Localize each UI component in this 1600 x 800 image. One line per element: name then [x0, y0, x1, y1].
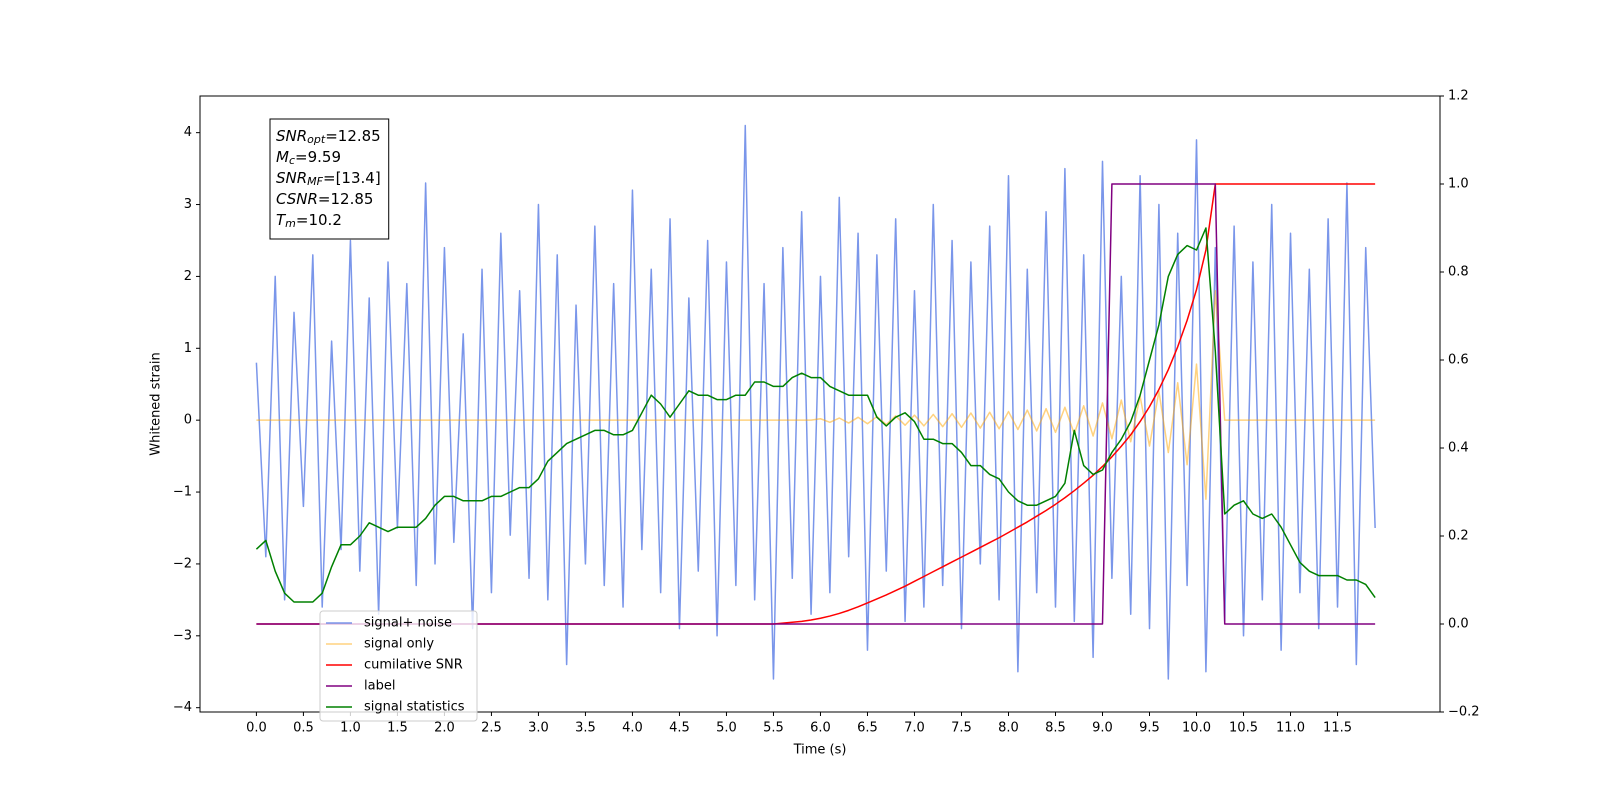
x-tick-label: 2.5	[481, 721, 502, 736]
x-tick-label: 2.0	[434, 721, 455, 736]
x-tick-label: 4.0	[622, 721, 643, 736]
x-tick-label: 3.5	[575, 721, 596, 736]
annotation-symbol: SNR	[276, 169, 307, 187]
y-tick-label: −2	[173, 556, 192, 571]
x-tick-label: 0.5	[293, 721, 314, 736]
y-tick-label: 4	[184, 125, 192, 140]
x-tick-label: 7.5	[951, 721, 972, 736]
y-tick-label: 2	[184, 269, 192, 284]
y-tick-label: −4	[173, 700, 192, 715]
y2-tick-label: 1.0	[1448, 177, 1469, 192]
annotation-box: SNRopt=12.85Mc=9.59SNRMF=[13.4]CSNR=12.8…	[269, 118, 390, 240]
annotation-symbol: M	[276, 148, 289, 166]
legend-frame	[319, 610, 478, 722]
series-line	[255, 124, 1376, 680]
y-tick-label: 3	[184, 197, 192, 212]
annotation-symbol: CSNR	[276, 190, 318, 208]
y2-tick-label: 1.2	[1448, 89, 1469, 104]
x-tick-label: 0.0	[246, 721, 267, 736]
annotation-symbol: T	[276, 211, 287, 229]
annotation-value: =[13.4]	[323, 169, 381, 187]
x-tick-label: 11.5	[1323, 721, 1352, 736]
series-line	[256, 290, 1376, 500]
x-tick-label: 7.0	[904, 721, 925, 736]
x-tick-label: 10.0	[1182, 721, 1211, 736]
y-tick-label: −1	[173, 485, 192, 500]
annotation-value: =12.85	[325, 127, 381, 145]
y-axis-label: Whitened strain	[149, 352, 164, 455]
y2-tick-label: 0.8	[1448, 265, 1469, 280]
annotation-line: Mc=9.59	[276, 148, 341, 168]
x-tick-label: 11.0	[1276, 721, 1305, 736]
x-tick-label: 6.0	[810, 721, 831, 736]
x-tick-label: 5.5	[763, 721, 784, 736]
y-tick-label: 1	[184, 341, 192, 356]
annotation-subscript: MF	[307, 175, 323, 188]
legend-label: label	[364, 679, 395, 694]
x-tick-label: 9.0	[1092, 721, 1113, 736]
x-tick-label: 3.0	[528, 721, 549, 736]
legend-label: cumilative SNR	[364, 658, 463, 673]
x-tick-label: 1.5	[387, 721, 408, 736]
x-tick-label: 5.0	[716, 721, 737, 736]
annotation-value: =9.59	[295, 148, 341, 166]
x-tick-label: 9.5	[1139, 721, 1160, 736]
annotation-subscript: opt	[307, 133, 326, 146]
annotation-subscript: m	[285, 217, 296, 230]
y2-tick-label: 0.0	[1448, 617, 1469, 632]
annotation-frame	[269, 118, 390, 240]
legend-label: signal only	[364, 637, 434, 652]
y2-tick-label: 0.2	[1448, 529, 1469, 544]
annotation-line: SNRopt=12.85	[276, 127, 381, 147]
annotation-line: Tm=10.2	[276, 211, 342, 231]
x-tick-label: 1.0	[340, 721, 361, 736]
x-tick-label: 8.0	[998, 721, 1019, 736]
annotation-subscript: c	[289, 154, 295, 167]
annotation-symbol: SNR	[276, 127, 307, 145]
annotation-value: =10.2	[296, 211, 342, 229]
x-tick-label: 6.5	[857, 721, 878, 736]
y2-tick-label: −0.2	[1448, 705, 1480, 720]
x-tick-label: 8.5	[1045, 721, 1066, 736]
annotation-line: CSNR=12.85	[276, 190, 373, 208]
y2-tick-label: 0.4	[1448, 441, 1469, 456]
x-tick-label: 4.5	[669, 721, 690, 736]
x-axis-label: Time (s)	[793, 743, 847, 758]
x-tick-label: 10.5	[1229, 721, 1258, 736]
legend: signal+ noise signal only cumilative SNR la…	[319, 610, 478, 722]
annotation-value: =12.85	[318, 190, 374, 208]
y-tick-label: 0	[184, 413, 192, 428]
y-tick-label: −3	[173, 628, 192, 643]
legend-label: signal+ noise	[364, 616, 452, 631]
series-line	[255, 227, 1376, 603]
y2-tick-label: 0.6	[1448, 353, 1469, 368]
annotation-line: SNRMF=[13.4]	[276, 169, 381, 189]
legend-label: signal statistics	[364, 700, 465, 715]
